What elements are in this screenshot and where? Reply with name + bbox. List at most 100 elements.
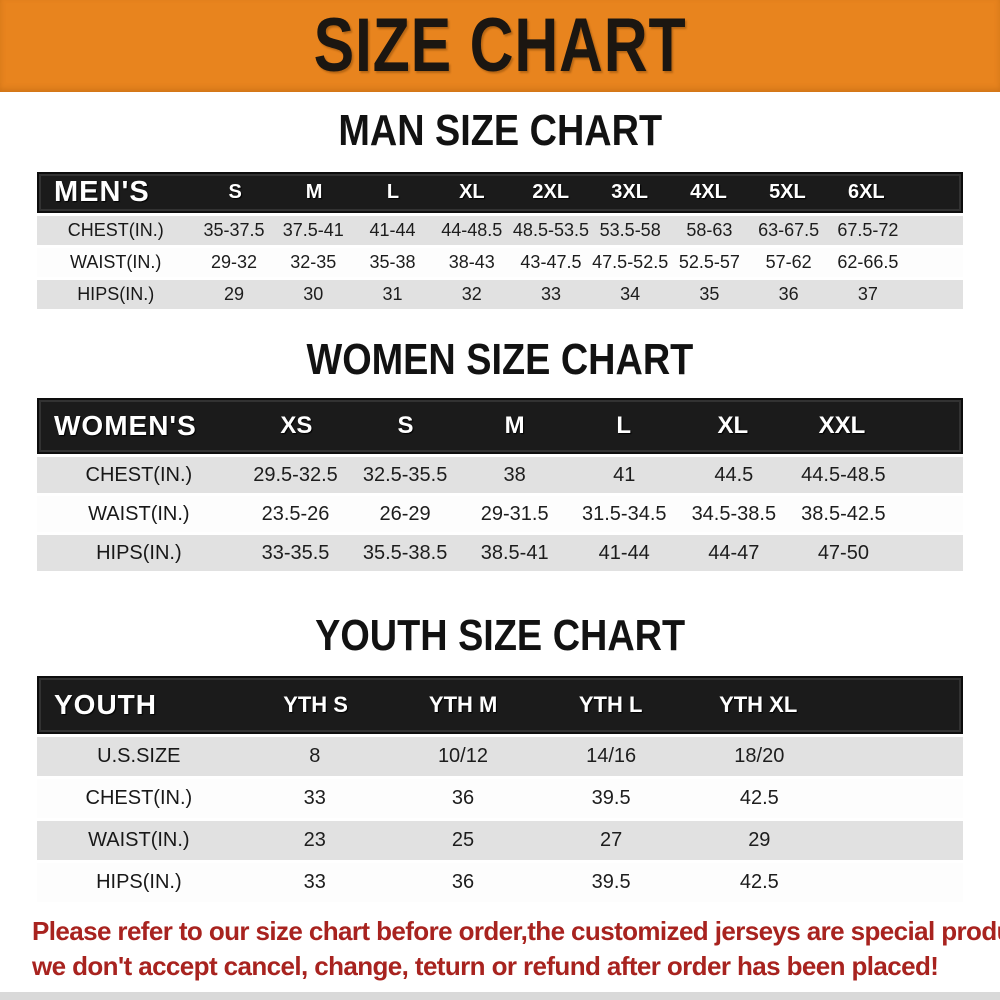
size-value-cell: 48.5-53.5: [512, 220, 589, 241]
footer-line2: we don't accept cancel, change, teturn o…: [32, 950, 939, 981]
size-column-header: YTH L: [578, 691, 643, 717]
size-value-cell: 33: [303, 786, 326, 809]
measurement-row-label: WAIST(IN.): [70, 252, 162, 273]
man-section: MAN SIZE CHART: [0, 106, 1000, 155]
size-value-cell: 37.5-41: [282, 220, 344, 241]
size-column-header: XL: [459, 181, 485, 204]
size-column-header: YTH M: [428, 691, 498, 717]
size-value-cell: 23: [303, 828, 326, 851]
size-column-header: M: [504, 412, 525, 440]
measurement-row-label: CHEST(IN.): [85, 463, 193, 486]
measurement-row-label: WAIST(IN.): [88, 502, 190, 525]
size-value-cell: 35-37.5: [203, 220, 265, 241]
size-value-cell: 47.5-52.5: [592, 252, 669, 273]
size-value-cell: 33: [303, 870, 326, 893]
measurement-row: HIPS(IN.) 33-35.5 35.5-38.5 38.5-41 41-44 44-…: [37, 535, 963, 572]
measurement-row: CHEST(IN.) 33 36 39.5 42.5: [37, 778, 963, 818]
youth-section: YOUTH SIZE CHART: [0, 613, 1000, 659]
size-value-cell: 63-67.5: [758, 220, 820, 241]
table-header-label: MEN'S: [54, 176, 150, 209]
size-value-cell: 27: [600, 828, 623, 851]
size-value-cell: 47-50: [817, 541, 869, 564]
size-value-cell: 31: [382, 284, 403, 305]
size-value-cell: 43-47.5: [520, 252, 582, 273]
size-value-cell: 62-66.5: [837, 252, 899, 273]
size-value-cell: 42.5: [739, 786, 779, 809]
size-chart-banner: SIZE CHART: [0, 0, 1000, 92]
size-value-cell: 33-35.5: [261, 541, 330, 564]
size-value-cell: 34.5-38.5: [691, 502, 777, 525]
size-value-cell: 38.5-41: [480, 541, 549, 564]
women-size-table: WOMEN'S XS S M L XL XXL CHEST(IN.) 29.5-32.5 32.…: [37, 398, 963, 572]
size-value-cell: 67.5-72: [837, 220, 899, 241]
measurement-row: CHEST(IN.) 35-37.5 37.5-41 41-44 44-48.5 48.5…: [37, 216, 963, 246]
size-value-cell: 10/12: [437, 744, 488, 767]
measurement-row-label: HIPS(IN.): [96, 870, 182, 893]
size-column-header: XS: [280, 412, 313, 440]
size-value-cell: 52.5-57: [678, 252, 740, 273]
size-value-cell: 29-31.5: [480, 502, 549, 525]
man-section-title: MAN SIZE CHART: [338, 106, 662, 155]
size-value-cell: 36: [778, 284, 799, 305]
size-value-cell: 44-48.5: [441, 220, 503, 241]
size-column-header: L: [386, 181, 400, 204]
measurement-row: HIPS(IN.) 29 30 31 32 33 34 35 36 37: [37, 280, 963, 310]
size-value-cell: 32-35: [290, 252, 337, 273]
size-value-cell: 41-44: [598, 541, 650, 564]
size-value-cell: 53.5-58: [599, 220, 661, 241]
size-value-cell: 29: [224, 284, 245, 305]
size-value-cell: 31.5-34.5: [581, 502, 667, 525]
size-value-cell: 32: [461, 284, 482, 305]
size-value-cell: 38: [503, 463, 526, 486]
size-value-cell: 35-38: [369, 252, 416, 273]
size-value-cell: 42.5: [739, 870, 779, 893]
measurement-row-label: HIPS(IN.): [96, 541, 182, 564]
size-column-header: XL: [717, 412, 749, 440]
size-column-header: S: [228, 181, 242, 204]
size-value-cell: 39.5: [591, 786, 631, 809]
size-value-cell: 36: [451, 786, 475, 809]
measurement-row: WAIST(IN.) 29-32 32-35 35-38 38-43 43-47.5 47.…: [37, 248, 963, 278]
size-column-header: L: [616, 412, 632, 440]
banner-title: SIZE CHART: [313, 3, 687, 88]
size-value-cell: 29-32: [211, 252, 258, 273]
women-table-header-row: WOMEN'S XS S M L XL XXL: [37, 398, 963, 455]
size-value-cell: 35: [699, 284, 720, 305]
footer-disclaimer: Please refer to our size chart before or…: [0, 914, 1000, 984]
size-column-header: 2XL: [532, 181, 570, 204]
size-column-header: 3XL: [611, 181, 648, 204]
size-column-header: 5XL: [769, 181, 806, 204]
measurement-row-label: U.S.SIZE: [97, 744, 181, 767]
bottom-strip: [0, 992, 1000, 1000]
youth-size-table: YOUTH YTH S YTH M YTH L YTH XL U.S.SIZE 8 10/1…: [37, 675, 963, 902]
size-value-cell: 32.5-35.5: [362, 463, 448, 486]
size-value-cell: 29: [748, 828, 771, 851]
measurement-row: U.S.SIZE 8 10/12 14/16 18/20: [37, 736, 963, 776]
size-value-cell: 37: [857, 284, 878, 305]
measurement-row: HIPS(IN.) 33 36 39.5 42.5: [37, 862, 963, 902]
size-value-cell: 44.5-48.5: [801, 463, 886, 486]
size-value-cell: 38-43: [448, 252, 495, 273]
size-value-cell: 44-47: [708, 541, 760, 564]
size-column-header: S: [397, 412, 414, 440]
men-size-table: MEN'S S M L XL 2XL 3XL 4XL 5XL 6XL CHEST(IN.) 35-3…: [37, 172, 963, 310]
men-table-header-row: MEN'S S M L XL 2XL 3XL 4XL 5XL 6XL: [37, 172, 963, 214]
table-header-label: WOMEN'S: [54, 410, 197, 442]
measurement-row: WAIST(IN.) 23 25 27 29: [37, 820, 963, 860]
size-value-cell: 26-29: [379, 502, 431, 525]
size-value-cell: 14/16: [586, 744, 637, 767]
size-value-cell: 18/20: [734, 744, 785, 767]
size-column-header: YTH S: [283, 691, 348, 717]
measurement-row: WAIST(IN.) 23.5-26 26-29 29-31.5 31.5-34.5 34…: [37, 496, 963, 533]
size-value-cell: 33: [540, 284, 561, 305]
size-column-header: 6XL: [847, 181, 885, 204]
size-column-header: M: [305, 181, 323, 204]
size-value-cell: 38.5-42.5: [801, 502, 886, 525]
measurement-row: CHEST(IN.) 29.5-32.5 32.5-35.5 38 41 44.5 44.5…: [37, 457, 963, 494]
size-value-cell: 8: [309, 744, 321, 767]
size-column-header: XXL: [818, 412, 866, 440]
measurement-row-label: CHEST(IN.): [85, 786, 193, 809]
size-value-cell: 36: [451, 870, 475, 893]
youth-table-header-row: YOUTH YTH S YTH M YTH L YTH XL: [37, 675, 963, 734]
measurement-row-label: HIPS(IN.): [77, 284, 155, 305]
